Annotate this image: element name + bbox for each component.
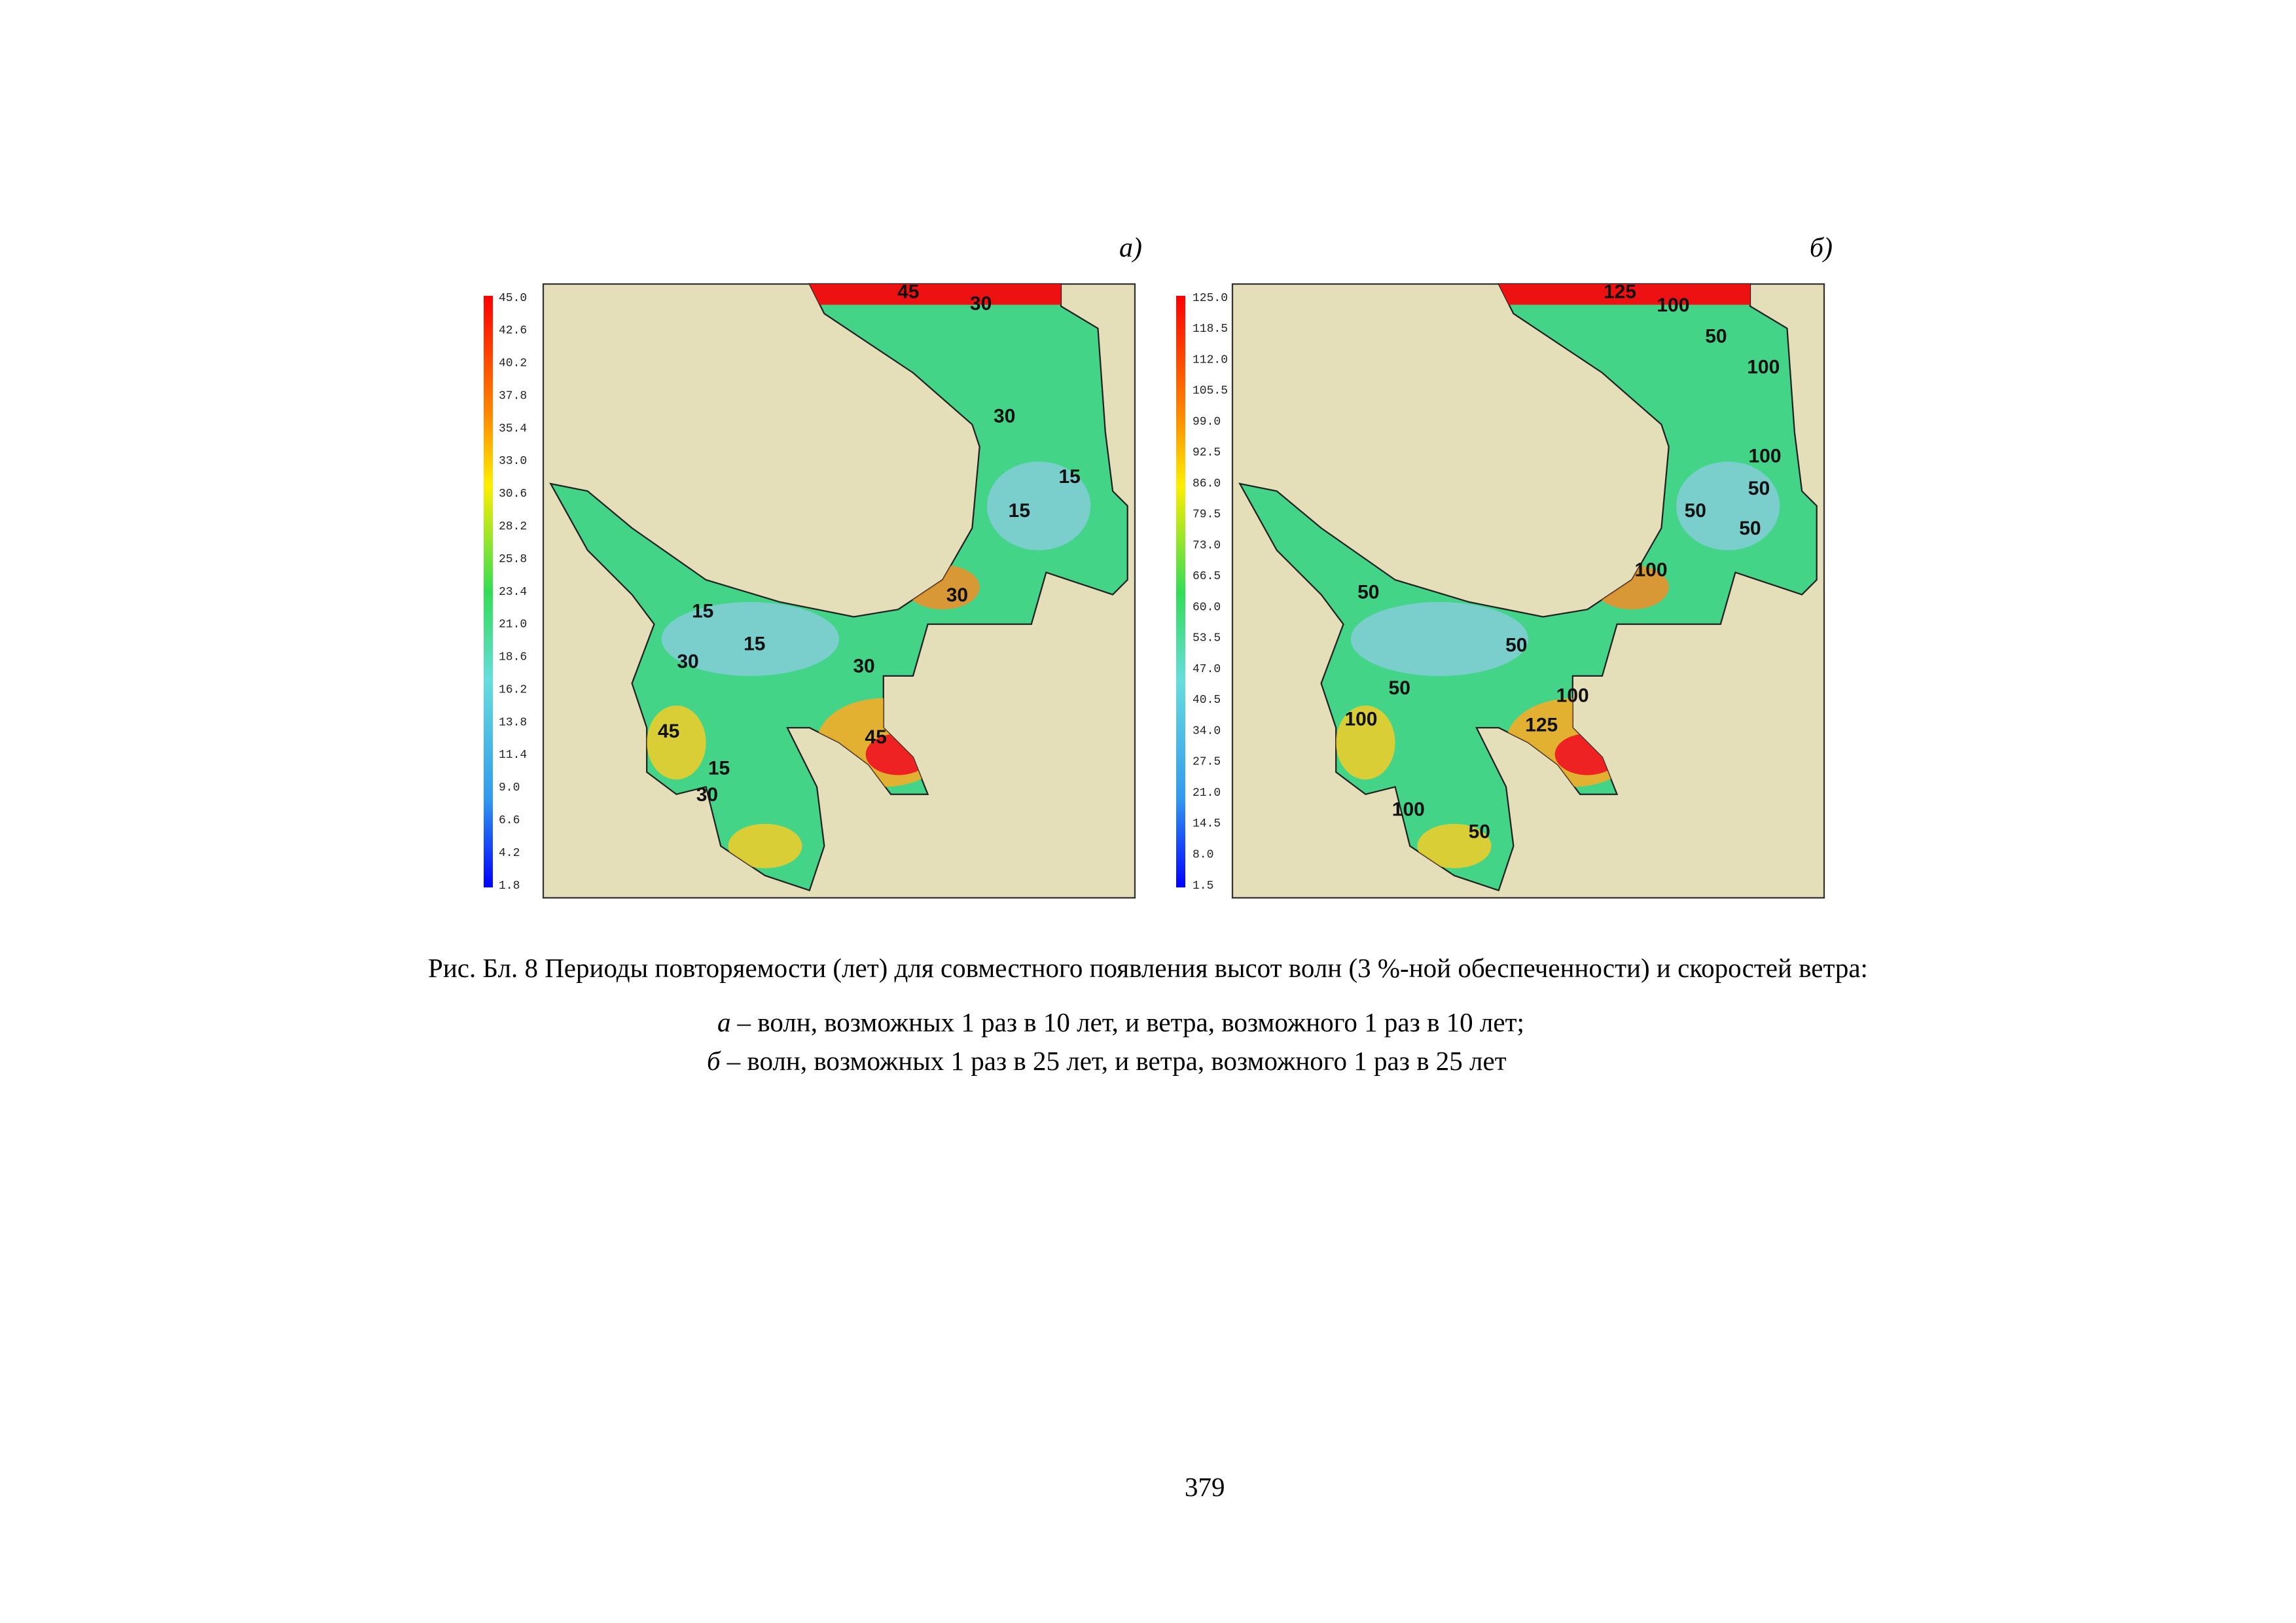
contour-label: 125 bbox=[1604, 281, 1636, 302]
colorbar-tick-label: 11.4 bbox=[499, 749, 527, 762]
colorbar-tick-label: 27.5 bbox=[1193, 756, 1221, 769]
contour-label: 15 bbox=[744, 633, 765, 654]
colorbar-tick-label: 92.5 bbox=[1193, 446, 1221, 459]
contour-label: 100 bbox=[1556, 685, 1589, 707]
contour-label: 50 bbox=[1357, 581, 1379, 603]
contour-label: 15 bbox=[692, 601, 713, 622]
caption-item: а – волн, возможных 1 раз в 10 лет, и вет… bbox=[717, 1007, 1524, 1038]
contour-label: 30 bbox=[853, 655, 874, 677]
contour-label: 30 bbox=[946, 584, 968, 606]
colorbar-tick-label: 8.0 bbox=[1193, 848, 1213, 861]
colorbar-tick-label: 33.0 bbox=[499, 455, 527, 468]
contour-label: 100 bbox=[1747, 357, 1780, 378]
colorbar-tick-label: 40.2 bbox=[499, 357, 527, 370]
contour-label: 45 bbox=[658, 721, 679, 742]
colorbar-tick-label: 112.0 bbox=[1193, 353, 1228, 366]
contour-label: 50 bbox=[1469, 821, 1490, 842]
contour-label: 100 bbox=[1392, 799, 1425, 821]
colorbar-tick-label: 60.0 bbox=[1193, 601, 1221, 614]
colorbar-tick-label: 35.4 bbox=[499, 422, 527, 435]
contour-label: 100 bbox=[1657, 294, 1689, 316]
colorbar-tick-label: 34.0 bbox=[1193, 724, 1221, 738]
colorbar-tick-label: 42.6 bbox=[499, 325, 527, 338]
item-text: – волн, возможных 1 раз в 10 лет, и ветр… bbox=[737, 1007, 1524, 1037]
colorbar-tick-label: 28.2 bbox=[499, 520, 527, 533]
contour-label: 125 bbox=[1525, 715, 1558, 736]
contour-label: 30 bbox=[677, 651, 698, 673]
colorbar-tick-label: 30.6 bbox=[499, 488, 527, 501]
colorbar-tick-label: 73.0 bbox=[1193, 539, 1221, 552]
colorbar-tick-label: 47.0 bbox=[1193, 663, 1221, 676]
caption-item: б – волн, возможных 1 раз в 25 лет, и вет… bbox=[707, 1045, 1507, 1077]
colorbar-tick-label: 9.0 bbox=[499, 781, 520, 794]
labels: 45.0 42.6 40.2 37.8 35.4 33.0 30.6 28.2 25.8 23.4… bbox=[499, 281, 1782, 892]
colorbar-tick-label: 66.5 bbox=[1193, 570, 1221, 583]
colorbar-tick-label: 16.2 bbox=[499, 683, 527, 696]
contour-label: 45 bbox=[897, 281, 919, 302]
contour-label: 50 bbox=[1389, 677, 1410, 699]
page-number: 379 bbox=[1185, 1472, 1225, 1502]
map-a bbox=[543, 284, 1135, 898]
colorbar-tick-label: 13.8 bbox=[499, 716, 527, 729]
colorbar-tick-label: 1.5 bbox=[1193, 880, 1213, 893]
colorbar-tick-label: 21.0 bbox=[1193, 787, 1221, 800]
contour-label: 30 bbox=[994, 405, 1015, 427]
colorbar-tick-label: 105.5 bbox=[1193, 385, 1228, 398]
colorbar-tick-label: 25.8 bbox=[499, 553, 527, 566]
colorbar-tick-label: 99.0 bbox=[1193, 416, 1221, 429]
contour-label: 50 bbox=[1505, 635, 1527, 656]
item-letter: б bbox=[707, 1046, 721, 1076]
colorbar-tick-label: 53.5 bbox=[1193, 632, 1221, 645]
contour-label: 100 bbox=[1634, 559, 1667, 580]
colorbar-tick-label: 125.0 bbox=[1193, 292, 1228, 305]
colorbar-tick-label: 6.6 bbox=[499, 814, 520, 827]
contour-label: 45 bbox=[865, 726, 886, 748]
colorbar-tick-label: 23.4 bbox=[499, 586, 527, 599]
colorbar-a bbox=[484, 296, 493, 887]
colorbar-tick-label: 1.8 bbox=[499, 880, 520, 893]
colorbar-b bbox=[1176, 296, 1185, 887]
contour-label: 50 bbox=[1739, 518, 1761, 539]
contour-label: 50 bbox=[1705, 325, 1727, 347]
item-letter: а bbox=[717, 1007, 731, 1037]
contour-label: 50 bbox=[1748, 478, 1770, 499]
colorbar-tick-label: 14.5 bbox=[1193, 817, 1221, 830]
colorbar-tick-label: 79.5 bbox=[1193, 508, 1221, 522]
contour-label: 100 bbox=[1749, 445, 1782, 467]
item-text: – волн, возможных 1 раз в 25 лет, и ветр… bbox=[726, 1046, 1507, 1076]
contour-label: 30 bbox=[970, 293, 992, 315]
panel-label: б) bbox=[1810, 233, 1833, 263]
contour-label: 15 bbox=[1009, 500, 1030, 522]
contour-label: 15 bbox=[708, 757, 730, 779]
contour-label: 50 bbox=[1685, 500, 1706, 522]
panel-label: а) bbox=[1119, 233, 1142, 263]
colorbar-tick-label: 21.0 bbox=[499, 618, 527, 632]
contour-label: 30 bbox=[696, 784, 718, 806]
colorbar-tick-label: 86.0 bbox=[1193, 477, 1221, 490]
colorbar-tick-label: 4.2 bbox=[499, 847, 520, 860]
colorbar-tick-label: 118.5 bbox=[1193, 323, 1228, 336]
colorbar-tick-label: 18.6 bbox=[499, 651, 527, 664]
colorbar-tick-label: 37.8 bbox=[499, 389, 527, 402]
colorbar-tick-label: 40.5 bbox=[1193, 694, 1221, 707]
caption-title: Рис. Бл. 8 Периоды повторяемости (лет) д… bbox=[428, 953, 1868, 983]
map-b bbox=[1232, 284, 1824, 898]
contour-label: 15 bbox=[1059, 466, 1081, 488]
contour-label: 100 bbox=[1344, 709, 1377, 730]
colorbar-tick-label: 45.0 bbox=[499, 292, 527, 305]
